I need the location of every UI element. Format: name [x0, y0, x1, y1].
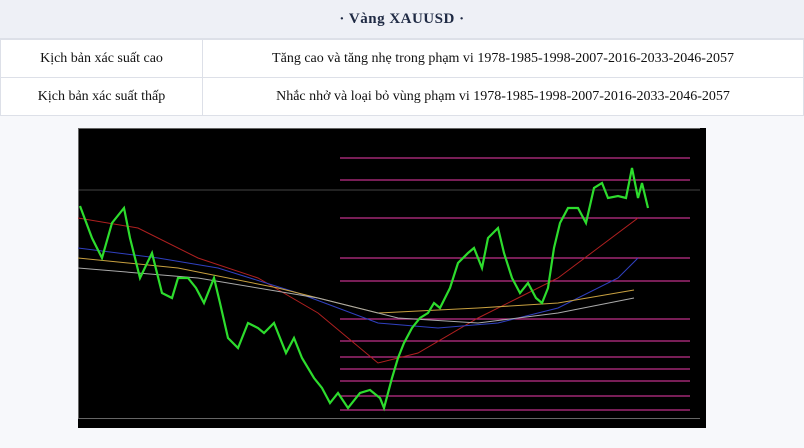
ma-gray: [78, 267, 635, 324]
fib-lines: [340, 157, 690, 411]
chart-bg: [78, 128, 706, 428]
ma-blue: [78, 247, 639, 329]
cell: Nhắc nhở và loại bỏ vùng phạm vi 1978-19…: [202, 77, 804, 116]
row: Kịch bản xác suất cao Tăng cao và tăng n…: [0, 39, 804, 78]
title: · Vàng XAUUSD ·: [0, 0, 804, 39]
cell: Tăng cao và tăng nhẹ trong phạm vi 1978-…: [202, 39, 804, 78]
chart-image: [78, 128, 706, 428]
row: Kịch bản xác suất thấp Nhắc nhở và loại …: [0, 77, 804, 116]
cell: Kịch bản xác suất cao: [0, 39, 203, 78]
axis-strip: [700, 128, 706, 428]
scenario-table: Kịch bản xác suất cao Tăng cao và tăng n…: [0, 39, 804, 116]
cell: Kịch bản xác suất thấp: [0, 77, 203, 116]
